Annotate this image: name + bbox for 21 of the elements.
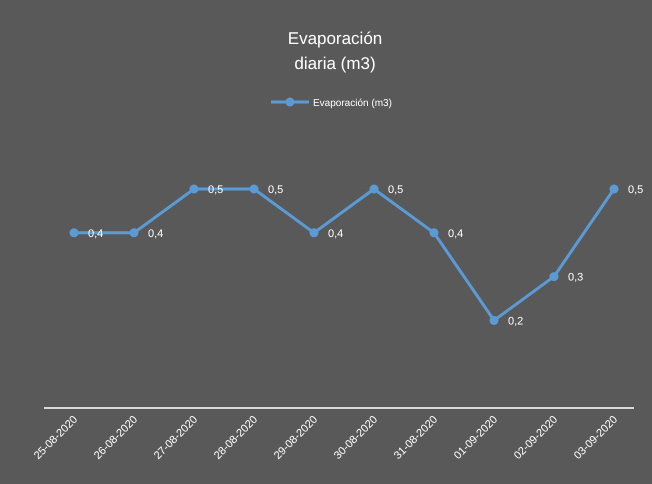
data-label: 0,5 [388,184,404,196]
data-label: 0,4 [328,228,344,240]
point [430,228,438,238]
point [370,184,378,194]
point [130,228,138,238]
data-label: 0,5 [268,184,284,196]
legend-label: Evaporación (m3) [313,98,392,109]
point [70,228,78,238]
point [250,184,258,194]
data-label: 0,2 [508,315,524,328]
point [190,184,198,194]
point [490,316,498,325]
point [610,184,618,194]
chart-title: Evaporación diaria (m3) [288,29,382,73]
point [310,228,318,238]
data-label: 0,4 [448,228,464,240]
data-label: 0,5 [628,184,644,196]
point [550,272,558,282]
data-label: 0,4 [148,228,164,240]
data-label: 0,4 [88,228,104,240]
data-label: 0,3 [568,272,584,284]
